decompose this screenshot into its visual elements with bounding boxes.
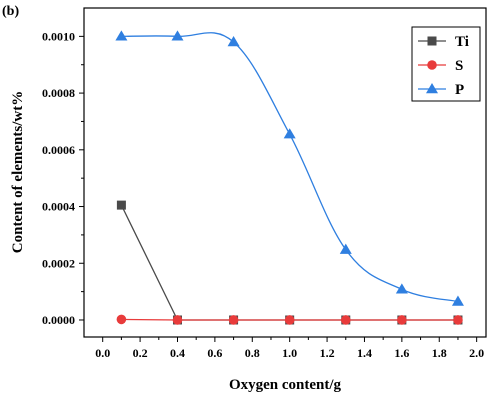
data-point-p (395, 283, 408, 294)
legend-marker (426, 83, 438, 94)
legend-entry-p: P (418, 82, 464, 98)
y-tick-label: 0.0002 (42, 256, 75, 270)
y-tick-label: 0.0008 (42, 86, 75, 100)
panel-label: (b) (2, 4, 19, 19)
y-tick-label: 0.0010 (42, 29, 75, 43)
legend-label: Ti (455, 34, 469, 50)
x-tick-labels: 0.0 0.2 0.4 0.6 0.8 1.0 1.2 1.4 1.6 1.8 2.0 (95, 346, 484, 360)
x-tick-label: 0.6 (207, 346, 222, 360)
x-tick-label: 1.8 (432, 346, 447, 360)
legend-label: S (455, 58, 463, 74)
data-point-ti (116, 200, 126, 210)
legend-marker (427, 36, 437, 46)
legend-box (411, 26, 481, 102)
x-tick-label: 1.4 (357, 346, 372, 360)
series-line-p (121, 32, 459, 303)
y-axis-title: Content of elements/wt% (10, 91, 26, 253)
data-point-s (340, 315, 351, 325)
data-point-s (116, 314, 127, 325)
data-point-p (339, 243, 352, 254)
legend-entry-ti: Ti (418, 34, 469, 50)
data-point-p (451, 295, 464, 306)
legend-entry-s: S (418, 58, 463, 74)
x-tick-label: 1.2 (320, 346, 335, 360)
x-tick-label: 0.0 (95, 346, 110, 360)
data-point-p (227, 36, 240, 47)
data-point-p (283, 128, 296, 139)
y-tick-label: 0.0004 (42, 200, 75, 214)
x-tick-label: 0.8 (245, 346, 260, 360)
series-ti (116, 200, 463, 325)
series-layer (115, 30, 464, 325)
y-tick-labels: 0.0000 0.0002 0.0004 0.0006 0.0008 0.0010 (42, 29, 75, 327)
data-point-s (284, 315, 295, 325)
data-point-s (172, 315, 183, 325)
x-tick-label: 0.2 (133, 346, 148, 360)
series-s (116, 314, 463, 325)
x-tick-label: 0.4 (170, 346, 185, 360)
plot-frame (83, 7, 487, 338)
x-tick-label: 1.6 (394, 346, 409, 360)
x-tick-label: 2.0 (469, 346, 484, 360)
y-tick-label: 0.0000 (42, 313, 75, 327)
data-point-s (228, 315, 239, 325)
data-point-p (171, 30, 184, 41)
legend: Ti SP (411, 26, 481, 102)
x-axis-title: Oxygen content/g (229, 377, 342, 393)
series-p (115, 30, 464, 306)
data-point-s (397, 315, 407, 325)
y-tick-label: 0.0006 (42, 143, 75, 157)
x-tick-label: 1.0 (282, 346, 297, 360)
legend-marker (427, 60, 437, 70)
axis-ticks (79, 35, 478, 342)
data-point-s (453, 315, 463, 325)
data-point-p (115, 30, 128, 41)
series-line-ti (120, 204, 458, 321)
legend-label: P (455, 82, 464, 98)
